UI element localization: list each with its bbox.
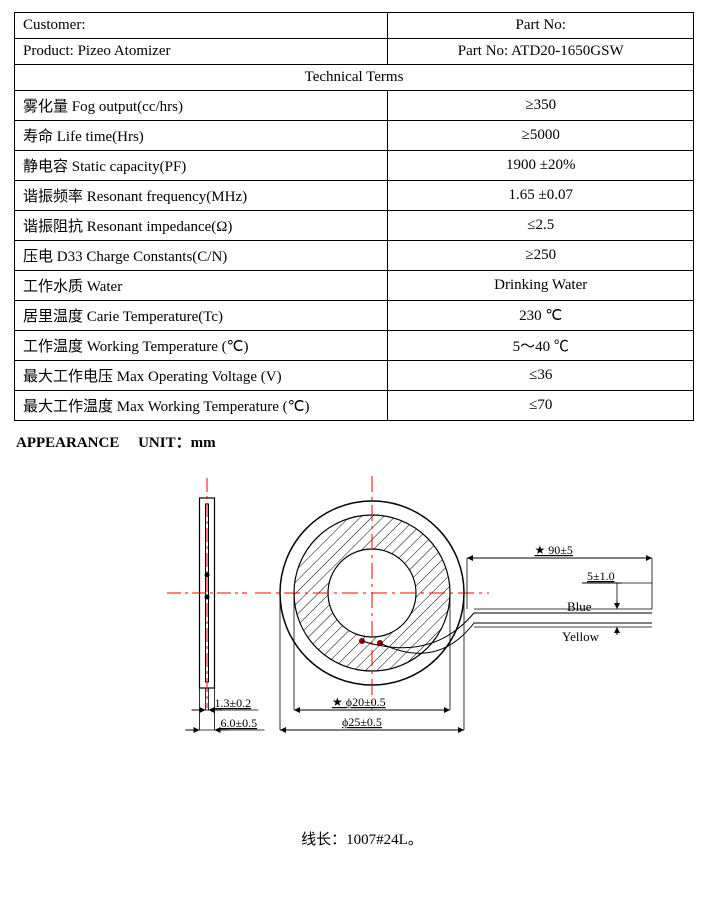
spec-label: 最大工作温度 Max Working Temperature (℃)	[15, 391, 388, 421]
spec-value: ≤70	[388, 391, 694, 421]
appearance-drawing: 1.3±0.2 6.0±0.5 ★ 90±5 5±1.0 Blue Yellow ★ ϕ20…	[12, 458, 712, 798]
svg-text:ϕ25±0.5: ϕ25±0.5	[342, 715, 382, 729]
spec-label: 压电 D33 Charge Constants(C/N)	[15, 241, 388, 271]
wire-length-note: 线长：1007#24L。	[12, 828, 712, 849]
spec-label: 雾化量 Fog output(cc/hrs)	[15, 91, 388, 121]
spec-label: 谐振阻抗 Resonant impedance(Ω)	[15, 211, 388, 241]
svg-text:1.3±0.2: 1.3±0.2	[215, 696, 252, 710]
spec-label: 居里温度 Carie Temperature(Tc)	[15, 301, 388, 331]
spec-value: 230 ℃	[388, 301, 694, 331]
spec-value: ≥350	[388, 91, 694, 121]
spec-value: Drinking Water	[388, 271, 694, 301]
spec-label: 工作温度 Working Temperature (℃)	[15, 331, 388, 361]
product-label: Product: Pizeo Atomizer	[15, 39, 388, 65]
svg-text:★ ϕ20±0.5: ★ ϕ20±0.5	[332, 695, 386, 709]
appearance-heading: APPEARANCE UNIT：mm	[16, 431, 710, 452]
spec-value: 1900 ±20%	[388, 151, 694, 181]
svg-text:Blue: Blue	[567, 599, 592, 614]
spec-label: 静电容 Static capacity(PF)	[15, 151, 388, 181]
appearance-title: APPEARANCE	[16, 435, 119, 451]
spec-label: 工作水质 Water	[15, 271, 388, 301]
spec-value: 1.65 ±0.07	[388, 181, 694, 211]
svg-text:Yellow: Yellow	[562, 629, 600, 644]
partno-header: Part No:	[388, 13, 694, 39]
spec-table: Customer: Part No: Product: Pizeo Atomiz…	[14, 12, 694, 421]
svg-text:6.0±0.5: 6.0±0.5	[221, 716, 258, 730]
spec-value: ≤36	[388, 361, 694, 391]
spec-value: ≥5000	[388, 121, 694, 151]
spec-value: ≤2.5	[388, 211, 694, 241]
spec-label: 最大工作电压 Max Operating Voltage (V)	[15, 361, 388, 391]
spec-value: ≥250	[388, 241, 694, 271]
appearance-unit: UNIT：mm	[138, 435, 216, 451]
spec-label: 寿命 Life time(Hrs)	[15, 121, 388, 151]
spec-label: 谐振频率 Resonant frequency(MHz)	[15, 181, 388, 211]
spec-value: 5～40 ℃	[388, 331, 694, 361]
tech-terms-header: Technical Terms	[15, 65, 694, 91]
svg-text:★ 90±5: ★ 90±5	[535, 543, 573, 557]
svg-text:5±1.0: 5±1.0	[587, 569, 615, 583]
partno-value: Part No: ATD20-1650GSW	[388, 39, 694, 65]
customer-label: Customer:	[15, 13, 388, 39]
